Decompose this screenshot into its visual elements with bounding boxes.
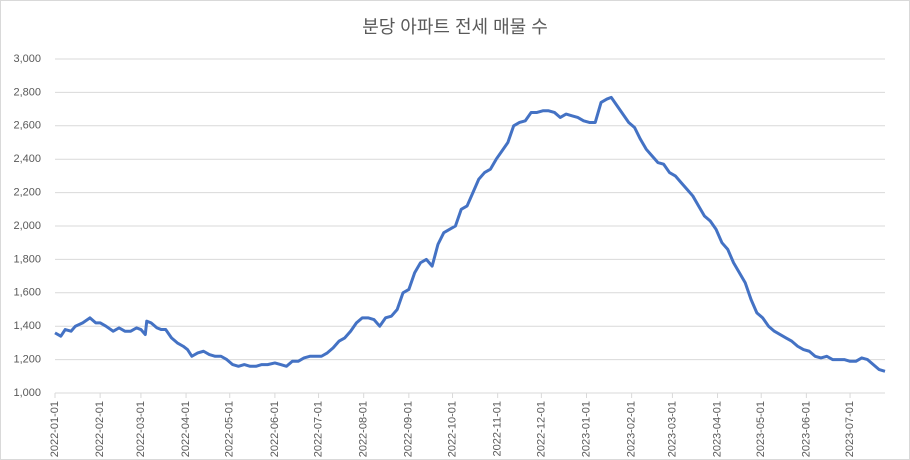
x-tick-label: 2022-01-01 bbox=[49, 401, 61, 457]
y-tick-label: 1,800 bbox=[13, 253, 41, 265]
x-tick-label: 2022-10-01 bbox=[446, 401, 458, 457]
chart-title: 분당 아파트 전세 매물 수 bbox=[362, 17, 548, 37]
y-tick-label: 1,600 bbox=[13, 287, 41, 299]
x-tick-label: 2022-07-01 bbox=[312, 401, 324, 457]
x-tick-label: 2023-02-01 bbox=[626, 401, 638, 457]
y-tick-label: 1,200 bbox=[13, 354, 41, 366]
x-tick-label: 2023-03-01 bbox=[666, 401, 678, 457]
y-tick-label: 1,400 bbox=[13, 320, 41, 332]
x-tick-label: 2022-09-01 bbox=[403, 401, 415, 457]
series-line bbox=[54, 95, 886, 373]
y-tick-label: 2,400 bbox=[13, 153, 41, 165]
y-tick-label: 1,000 bbox=[13, 387, 41, 399]
y-tick-label: 2,600 bbox=[13, 120, 41, 132]
x-tick-label: 2022-11-01 bbox=[492, 401, 504, 456]
x-tick-label: 2023-04-01 bbox=[711, 401, 723, 457]
x-tick-label: 2023-06-01 bbox=[800, 401, 812, 457]
x-tick-label: 2022-05-01 bbox=[224, 401, 236, 457]
x-tick-label: 2022-08-01 bbox=[358, 401, 370, 457]
y-tick-label: 3,000 bbox=[13, 53, 41, 65]
x-tick-label: 2022-06-01 bbox=[269, 401, 281, 457]
x-tick-label: 2022-04-01 bbox=[180, 401, 192, 457]
x-tick-label: 2023-01-01 bbox=[580, 401, 592, 457]
x-tick-label: 2023-05-01 bbox=[755, 401, 767, 457]
x-tick-label: 2022-12-01 bbox=[535, 401, 547, 457]
y-tick-label: 2,800 bbox=[13, 86, 41, 98]
x-tick-label: 2022-03-01 bbox=[135, 401, 147, 457]
y-tick-label: 2,200 bbox=[13, 187, 41, 199]
y-tick-label: 2,000 bbox=[13, 220, 41, 232]
x-tick-label: 2023-07-01 bbox=[844, 401, 856, 457]
x-tick-label: 2022-02-01 bbox=[94, 401, 106, 457]
